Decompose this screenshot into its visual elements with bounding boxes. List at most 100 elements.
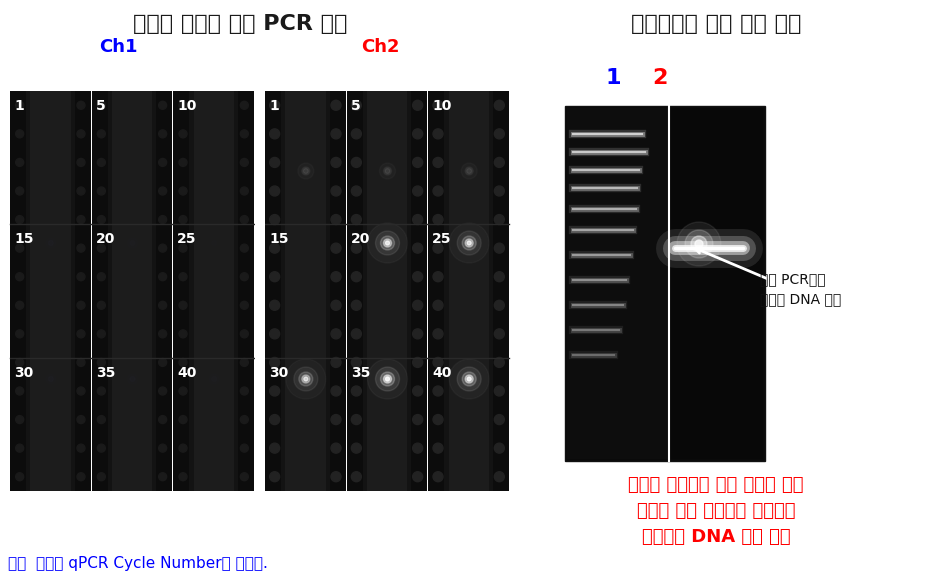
Circle shape [494,357,505,367]
Circle shape [433,243,443,253]
Text: 25: 25 [177,232,197,246]
Circle shape [684,230,713,258]
Circle shape [331,329,341,339]
Bar [193,91,234,491]
Circle shape [331,414,341,425]
Circle shape [331,386,341,396]
Circle shape [385,169,390,173]
Circle shape [304,377,307,381]
Circle shape [179,101,187,109]
Circle shape [302,375,309,383]
Circle shape [159,444,167,452]
Circle shape [351,357,362,367]
Circle shape [433,357,443,367]
Circle shape [269,472,280,482]
Circle shape [351,100,362,110]
Circle shape [412,386,423,396]
Text: 1: 1 [605,68,621,88]
Bar [488,91,493,491]
Circle shape [179,473,187,481]
Bar [152,91,156,491]
Circle shape [351,386,362,396]
Circle shape [433,329,443,339]
Circle shape [494,129,505,139]
Circle shape [466,167,473,175]
Text: 5: 5 [350,99,361,113]
Circle shape [179,158,187,166]
Circle shape [159,387,167,395]
Circle shape [269,300,280,310]
Circle shape [240,301,248,309]
Text: 35: 35 [350,366,370,380]
Text: 위의  숫자는 qPCR Cycle Number를 나타냄.: 위의 숫자는 qPCR Cycle Number를 나타냄. [8,556,268,571]
Circle shape [433,272,443,282]
Circle shape [15,444,24,452]
Text: 2: 2 [652,68,667,88]
Text: 25: 25 [432,232,452,246]
Circle shape [691,236,707,252]
Circle shape [240,101,248,109]
Circle shape [412,472,423,482]
Circle shape [466,375,473,383]
Circle shape [331,129,341,139]
Circle shape [77,130,85,138]
Circle shape [412,300,423,310]
Circle shape [331,472,341,482]
Bar [26,91,30,491]
Circle shape [351,214,362,224]
Circle shape [15,130,24,138]
Bar [111,91,152,491]
Circle shape [433,100,443,110]
Circle shape [695,240,703,248]
Circle shape [304,169,308,173]
Circle shape [97,473,106,481]
Text: 용액상의 DNA 검출 안됨: 용액상의 DNA 검출 안됨 [642,528,790,546]
Text: 10: 10 [177,99,197,113]
Circle shape [412,414,423,425]
Circle shape [77,216,85,224]
Circle shape [15,272,24,281]
Circle shape [15,158,24,166]
Circle shape [331,100,341,110]
Bar [428,91,509,491]
Circle shape [77,387,85,395]
Circle shape [466,169,471,173]
Circle shape [240,130,248,138]
Text: Ch1: Ch1 [99,38,137,56]
Circle shape [412,329,423,339]
Circle shape [15,216,24,224]
Circle shape [494,214,505,224]
Circle shape [97,130,106,138]
Circle shape [159,216,167,224]
Circle shape [462,236,476,250]
Circle shape [15,101,24,109]
Circle shape [179,216,187,224]
Circle shape [179,387,187,395]
Circle shape [159,130,167,138]
Text: 1: 1 [14,99,24,113]
Circle shape [97,444,106,452]
Circle shape [77,187,85,195]
Circle shape [433,300,443,310]
Circle shape [412,186,423,196]
Bar [173,91,254,491]
Bar [347,91,427,491]
Circle shape [97,187,106,195]
Bar [407,91,411,491]
Circle shape [240,187,248,195]
Circle shape [299,372,313,386]
Circle shape [331,186,341,196]
Circle shape [269,158,280,168]
Circle shape [97,158,106,166]
Bar [448,91,488,491]
Circle shape [15,330,24,338]
Circle shape [433,158,443,168]
Circle shape [433,443,443,453]
Circle shape [240,158,248,166]
Circle shape [351,243,362,253]
Circle shape [412,443,423,453]
Circle shape [179,330,187,338]
Circle shape [351,129,362,139]
Circle shape [77,330,85,338]
Circle shape [351,472,362,482]
